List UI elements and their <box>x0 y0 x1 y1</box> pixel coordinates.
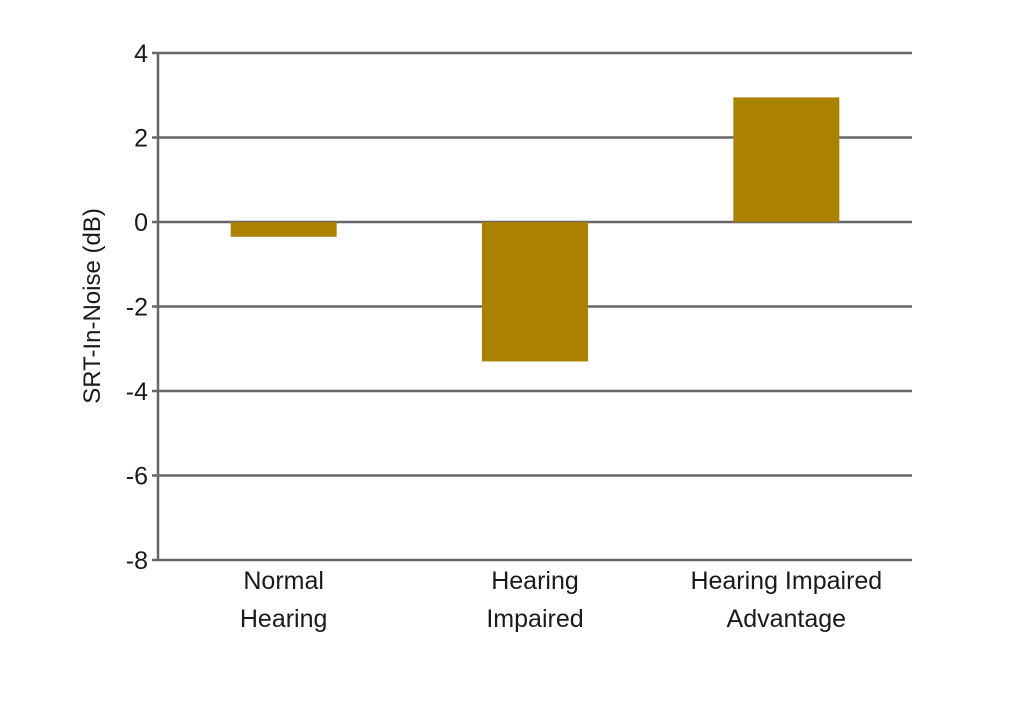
y-tick-label: 2 <box>134 125 148 153</box>
bar <box>733 97 840 222</box>
bar <box>230 222 337 237</box>
y-tick-label: -6 <box>126 463 148 491</box>
bar <box>482 222 588 362</box>
x-tick-label: Advantage <box>727 605 847 633</box>
x-tick-label: Hearing <box>240 605 328 633</box>
y-tick-label: -8 <box>126 547 148 575</box>
x-tick-label: Normal <box>243 567 324 595</box>
y-tick-labels: 4 2 0 -2 -4 -6 -8 <box>126 40 148 575</box>
x-tick-label: Hearing Impaired <box>690 567 882 595</box>
x-tick-label: Impaired <box>486 605 583 633</box>
y-tick-label: -2 <box>126 294 148 322</box>
y-tick-label: -4 <box>126 378 148 406</box>
y-axis-label: SRT-In-Noise (dB) <box>79 208 106 404</box>
x-tick-label: Hearing <box>491 567 579 595</box>
y-tick-label: 4 <box>134 40 148 68</box>
bars <box>230 97 840 362</box>
y-tick-label: 0 <box>134 209 148 237</box>
x-tick-labels: Normal Hearing Hearing Impaired Hearing Impa… <box>240 567 882 633</box>
